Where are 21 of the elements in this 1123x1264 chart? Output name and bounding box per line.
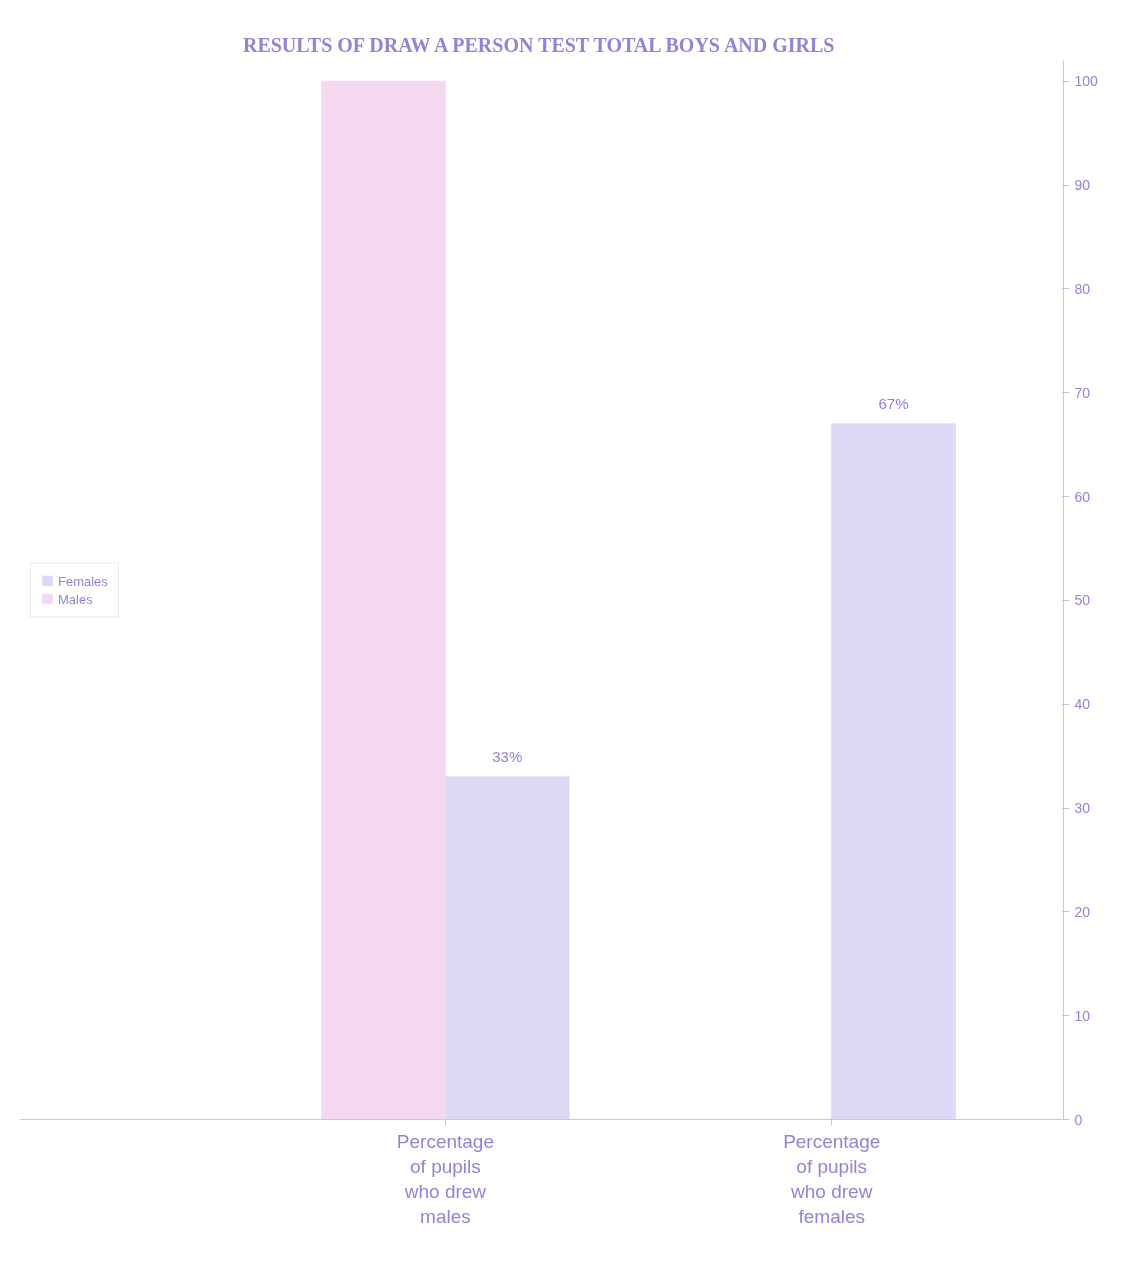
- y-tick-label: 40: [1074, 696, 1091, 713]
- x-tick-label: Percentage of pupils who drew males: [396, 1130, 495, 1228]
- bar: [444, 776, 570, 1120]
- y-tick-label: 30: [1074, 800, 1091, 817]
- y-tick-label: 100: [1074, 73, 1099, 90]
- y-tick-label: 50: [1074, 592, 1091, 609]
- legend-label: Females: [58, 573, 108, 588]
- y-tick-label: 20: [1074, 903, 1091, 920]
- data-label: 33%: [492, 747, 523, 765]
- y-tick-label: 70: [1074, 384, 1091, 401]
- y-tick-label: 80: [1074, 280, 1091, 297]
- chart-title: RESULTS OF DRAW A PERSON TEST TOTAL BOYS AND GIRLS: [242, 33, 835, 56]
- bar: [321, 80, 446, 1120]
- data-label: 67%: [878, 394, 909, 412]
- legend-label: Males: [58, 591, 93, 606]
- bar: [831, 423, 956, 1120]
- y-tick-label: 10: [1074, 1007, 1091, 1024]
- x-tick-label: Percentage of pupils who drew females: [783, 1130, 881, 1228]
- y-tick-label: 90: [1074, 177, 1091, 194]
- y-tick-label: 60: [1074, 488, 1091, 505]
- y-tick-label: 0: [1074, 1111, 1083, 1128]
